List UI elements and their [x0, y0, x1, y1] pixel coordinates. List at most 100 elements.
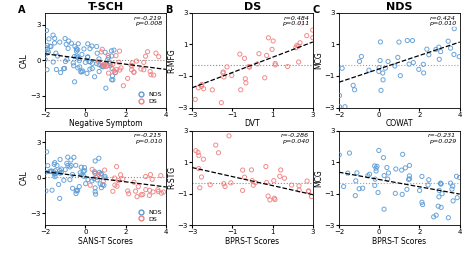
- Point: [198, 82, 206, 87]
- Point: [81, 169, 89, 173]
- Point: [44, 48, 51, 52]
- Point: [98, 64, 106, 68]
- Point: [98, 172, 105, 176]
- Point: [42, 46, 50, 50]
- Point: [115, 179, 122, 183]
- Point: [86, 183, 94, 187]
- Point: [42, 189, 50, 193]
- Point: [74, 189, 82, 193]
- Point: [82, 60, 89, 65]
- Point: [296, 41, 304, 45]
- Point: [113, 67, 120, 71]
- Point: [95, 69, 103, 73]
- Point: [84, 178, 91, 182]
- Point: [385, 171, 392, 175]
- Point: [198, 175, 205, 179]
- Point: [98, 186, 105, 190]
- Point: [454, 196, 461, 200]
- Point: [349, 83, 357, 87]
- Point: [220, 182, 228, 186]
- Point: [55, 183, 63, 187]
- Point: [56, 168, 64, 173]
- Point: [375, 66, 383, 70]
- Y-axis label: R-STG: R-STG: [167, 166, 176, 189]
- Point: [104, 57, 111, 61]
- Point: [142, 188, 150, 192]
- Point: [74, 55, 82, 59]
- Point: [146, 173, 154, 177]
- Point: [379, 71, 386, 75]
- Point: [445, 216, 452, 220]
- Point: [62, 168, 69, 172]
- Y-axis label: MCG: MCG: [314, 51, 323, 69]
- Point: [111, 183, 118, 187]
- Point: [336, 153, 343, 157]
- Point: [116, 49, 123, 53]
- X-axis label: BPRS-T Scores: BPRS-T Scores: [225, 237, 280, 246]
- Point: [54, 54, 61, 58]
- Point: [380, 174, 388, 178]
- Point: [219, 70, 227, 74]
- Point: [99, 64, 106, 68]
- Point: [447, 46, 455, 50]
- Point: [137, 193, 145, 197]
- Point: [456, 176, 463, 180]
- X-axis label: DVT: DVT: [245, 119, 260, 128]
- Point: [218, 101, 225, 105]
- Point: [78, 173, 85, 177]
- Point: [281, 176, 288, 180]
- Point: [83, 71, 91, 76]
- Point: [100, 65, 107, 69]
- Point: [101, 174, 109, 178]
- Point: [220, 75, 228, 79]
- Point: [58, 167, 65, 171]
- Point: [191, 97, 199, 101]
- Point: [88, 44, 96, 48]
- Point: [130, 70, 137, 74]
- Point: [91, 75, 99, 79]
- Point: [227, 181, 235, 185]
- Point: [449, 199, 457, 203]
- Point: [99, 47, 106, 51]
- Point: [432, 213, 440, 217]
- Point: [108, 78, 115, 82]
- Point: [264, 36, 272, 40]
- Point: [209, 88, 216, 92]
- Point: [365, 68, 373, 72]
- Text: r=0.484
p=0.011: r=0.484 p=0.011: [282, 16, 309, 26]
- Point: [125, 192, 132, 196]
- Point: [146, 194, 153, 198]
- Point: [373, 169, 380, 173]
- Point: [67, 158, 75, 162]
- Point: [294, 44, 302, 48]
- Point: [44, 164, 52, 168]
- Point: [50, 170, 57, 174]
- Point: [101, 50, 109, 54]
- Point: [449, 184, 456, 188]
- Point: [73, 189, 80, 193]
- Point: [76, 171, 84, 175]
- Point: [432, 47, 440, 51]
- Point: [399, 152, 407, 156]
- Point: [384, 177, 392, 181]
- Point: [376, 58, 384, 62]
- Point: [379, 78, 387, 82]
- Point: [117, 173, 124, 177]
- Point: [91, 186, 99, 190]
- Point: [102, 86, 109, 90]
- Point: [46, 169, 54, 173]
- Point: [101, 176, 109, 180]
- Point: [263, 53, 271, 57]
- Point: [269, 39, 277, 43]
- Point: [101, 63, 109, 68]
- Point: [96, 182, 104, 186]
- Title: DS: DS: [244, 2, 261, 12]
- Point: [438, 205, 445, 209]
- Point: [194, 86, 202, 90]
- Point: [86, 60, 94, 64]
- Point: [106, 61, 114, 66]
- Point: [100, 183, 108, 187]
- Point: [401, 166, 409, 170]
- Point: [51, 41, 58, 45]
- Point: [93, 178, 101, 182]
